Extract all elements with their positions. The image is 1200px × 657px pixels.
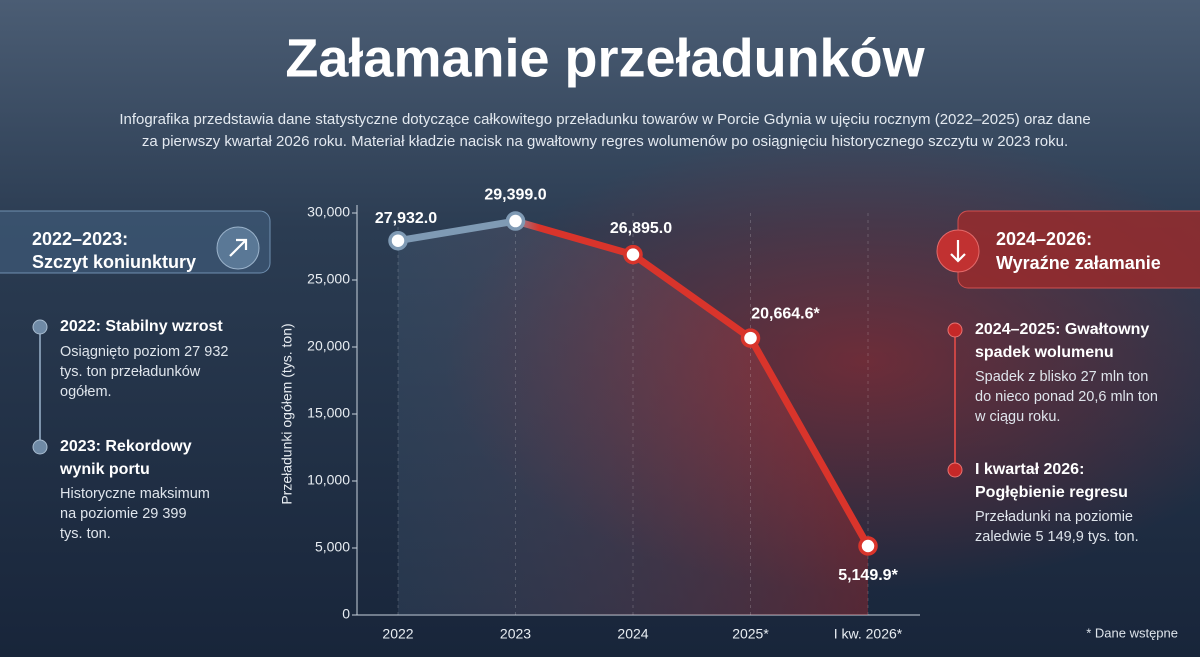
timeline-dot — [947, 462, 963, 478]
y-tick-label: 30,000 — [307, 204, 350, 220]
point — [858, 536, 878, 556]
y-tick-label: 10,000 — [307, 472, 350, 488]
x-tick-label: 2022 — [382, 626, 413, 642]
panel-heading: 2024–2026: — [996, 229, 1092, 249]
item-text: Osiągnięto poziom 27 932 — [60, 344, 228, 360]
x-tick-label: 2024 — [617, 626, 648, 642]
y-tick-label: 0 — [342, 606, 350, 622]
item-text: na poziomie 29 399 — [60, 506, 187, 522]
title: Załamanie przeładunków — [285, 28, 925, 88]
y-tick-label: 25,000 — [307, 271, 350, 287]
y-tick-label: 15,000 — [307, 405, 350, 421]
down-arrow — [950, 240, 966, 263]
x-tick-label: 2023 — [500, 626, 531, 642]
item-text: tys. ton. — [60, 526, 111, 542]
timeline-dot — [947, 322, 963, 338]
right-panel-box — [957, 210, 1200, 289]
value-label: 20,664.6* — [751, 305, 820, 322]
up-arrow — [229, 238, 248, 257]
timeline-dot — [32, 439, 48, 455]
value-label: 5,149.9* — [838, 567, 898, 584]
point — [388, 230, 408, 251]
area — [398, 221, 868, 615]
point — [623, 244, 643, 265]
panel-heading: Wyraźne załamanie — [996, 253, 1161, 273]
item-title: I kwartał 2026: — [975, 461, 1084, 478]
item-title: Pogłębienie regresu — [975, 484, 1128, 501]
subtitle: za pierwszy kwartał 2026 roku. Materiał … — [142, 133, 1068, 150]
item-text: tys. ton przeładunków — [60, 364, 201, 380]
value-label: 29,399.0 — [484, 186, 546, 203]
left-panel-box — [0, 210, 271, 274]
item-title: 2023: Rekordowy — [60, 438, 192, 455]
item-title: 2024–2025: Gwałtowny — [975, 321, 1149, 338]
item-text: zaledwie 5 149,9 tys. ton. — [975, 529, 1139, 545]
panel-heading: Szczyt koniunktury — [32, 252, 196, 272]
item-text: Przeładunki na poziomie — [975, 509, 1133, 525]
y-axis-label: Przeładunki ogółem (tys. ton) — [279, 323, 295, 504]
x-tick-label: I kw. 2026* — [834, 626, 903, 642]
timeline-dot — [32, 319, 48, 335]
y-tick-label: 5,000 — [315, 539, 350, 555]
value-label: 26,895.0 — [610, 220, 672, 237]
item-text: do nieco ponad 20,6 mln ton — [975, 389, 1158, 405]
item-text: Spadek z blisko 27 mln ton — [975, 369, 1148, 385]
footnote: * Dane wstępne — [1086, 625, 1178, 640]
item-title: 2022: Stabilny wzrost — [60, 318, 223, 335]
value-label: 27,932.0 — [375, 210, 437, 227]
item-title: spadek wolumenu — [975, 344, 1114, 361]
point — [740, 328, 761, 348]
subtitle: Infografika przedstawia dane statystyczn… — [119, 111, 1090, 128]
item-title: wynik portu — [59, 461, 150, 478]
item-text: w ciągu roku. — [974, 409, 1060, 425]
panel-heading: 2022–2023: — [32, 229, 128, 249]
x-tick-label: 2025* — [732, 626, 769, 642]
point — [505, 211, 526, 231]
item-text: ogółem. — [60, 384, 112, 400]
item-text: Historyczne maksimum — [60, 486, 210, 502]
y-tick-label: 20,000 — [307, 338, 350, 354]
